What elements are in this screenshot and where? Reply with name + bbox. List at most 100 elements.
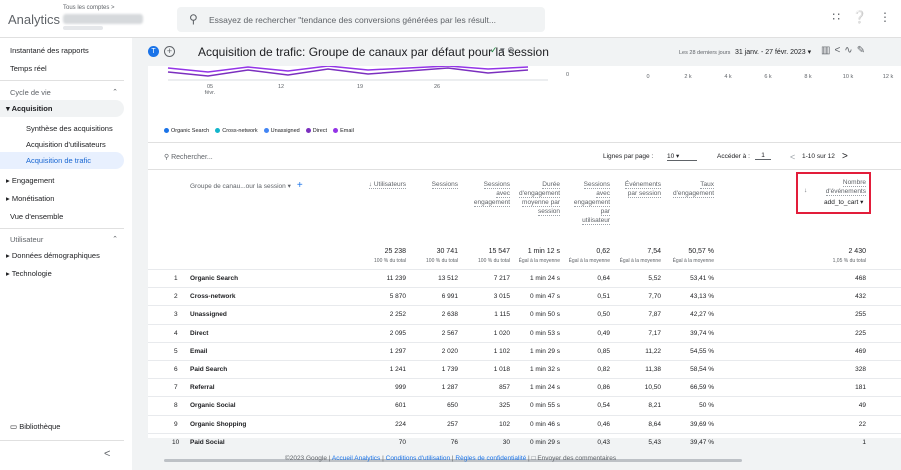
cell-value: 650 <box>447 402 458 410</box>
footer-link-terms[interactable]: Conditions d'utilisation <box>385 455 451 462</box>
chevron-up-icon[interactable]: ⌃ <box>112 89 118 96</box>
rows-per-page-select[interactable]: 10 ▾ <box>667 152 697 161</box>
comparison-badge[interactable]: T <box>148 46 159 57</box>
sidebar-section-lifecycle[interactable]: Cycle de vie <box>10 88 51 97</box>
table-row[interactable]: 2 Cross-network 5 870 6 991 3 015 0 min 47 s 0… <box>148 287 901 305</box>
chevron-down-icon[interactable]: ▾ <box>500 45 505 55</box>
sidebar-item-monetization[interactable]: ▸ Monétisation <box>6 194 55 203</box>
sidebar-item-snapshot[interactable]: Instantané des rapports <box>10 46 89 55</box>
edit-icon[interactable]: ✎ <box>856 45 870 56</box>
table-row[interactable]: 4 Direct 2 095 2 567 1 020 0 min 53 s 0,49 7,17… <box>148 323 901 342</box>
cell-value: 1 min 32 s <box>530 366 560 373</box>
table-row[interactable]: 10 Paid Social 70 76 30 0 min 29 s 0,43 5,43 39,… <box>148 432 901 451</box>
cell-value: 13 512 <box>438 275 458 282</box>
row-dimension[interactable]: Organic Shopping <box>190 420 247 428</box>
sidebar-item-acquisition[interactable]: ▾ Acquisition <box>6 104 53 113</box>
apps-grid-icon[interactable]: ∷ <box>832 10 841 24</box>
row-dimension[interactable]: Unassigned <box>190 311 227 319</box>
cell-value: 224 <box>395 420 406 428</box>
add-comparison-icon[interactable]: + <box>164 46 175 57</box>
sidebar-item-library[interactable]: ▭ Bibliothèque <box>10 422 61 431</box>
sidebar-item-traffic-acquisition[interactable]: Acquisition de trafic <box>26 156 92 165</box>
chevron-up-icon[interactable]: ⌃ <box>112 236 118 243</box>
table-row[interactable]: 1 Organic Search 11 239 13 512 7 217 1 min 24… <box>148 269 901 287</box>
cell-value: 7,70 <box>648 293 661 301</box>
cell-value: 0,49 <box>597 329 610 337</box>
table-search-input[interactable]: ⚲ Rechercher... <box>164 154 213 161</box>
table-row[interactable]: 8 Organic Social 601 650 325 0 min 55 s 0,54 8,… <box>148 396 901 414</box>
sidebar-item-technology[interactable]: ▸ Technologie <box>6 269 52 278</box>
sidebar-item-acq-overview[interactable]: Synthèse des acquisitions <box>26 124 113 133</box>
x-tick-label: 8 k <box>804 74 812 80</box>
horizontal-scrollbar[interactable] <box>164 459 742 462</box>
column-header[interactable]: ↓ Utilisateurs <box>368 181 406 189</box>
cell-value: 1 102 <box>493 347 510 355</box>
row-dimension[interactable]: Email <box>190 347 208 355</box>
table-row[interactable]: 5 Email 1 297 2 020 1 102 1 min 29 s 0,85 11,22… <box>148 341 901 360</box>
account-breadcrumb[interactable]: Tous les comptes > <box>63 5 115 11</box>
sidebar-item-overview[interactable]: Vue d'ensemble <box>10 212 64 221</box>
collapse-nav-icon[interactable]: < <box>104 448 111 460</box>
total-value: 15 547 <box>488 248 510 255</box>
insights-icon[interactable]: ∿ <box>844 45 857 56</box>
sidebar-item-demographics[interactable]: ▸ Données démographiques <box>6 251 100 260</box>
feedback-icon[interactable]: □ <box>531 455 536 462</box>
table-row[interactable]: 7 Referral 999 1 287 857 1 min 24 s 0,86 10,50 6… <box>148 378 901 396</box>
row-dimension[interactable]: Organic Social <box>190 402 236 410</box>
column-header[interactable]: Sessions avec engagement <box>473 181 510 207</box>
footer-feedback[interactable]: Envoyer des commentaires <box>537 455 617 462</box>
add-circle-icon[interactable]: ⊕ <box>507 45 515 55</box>
cell-value: 49 <box>858 402 866 410</box>
table-row[interactable]: 3 Unassigned 2 252 2 638 1 115 0 min 50 s 0,50… <box>148 305 901 323</box>
legend-item[interactable]: Email <box>333 128 354 134</box>
y-tick-label: 0 <box>566 72 569 78</box>
legend-item[interactable]: Cross-network <box>215 128 258 134</box>
row-dimension[interactable]: Referral <box>190 384 215 392</box>
total-value: 0,62 <box>596 248 610 255</box>
dimension-header[interactable]: Groupe de canau...our la session ▾ + <box>190 180 303 191</box>
cell-value: 1 241 <box>389 366 406 373</box>
table-row[interactable]: 6 Paid Search 1 241 1 739 1 018 1 min 32 s 0,8… <box>148 360 901 378</box>
next-page-icon[interactable]: > <box>842 151 848 162</box>
row-dimension[interactable]: Cross-network <box>190 293 236 301</box>
legend-item[interactable]: Direct <box>305 128 327 134</box>
column-header[interactable]: Événements par session <box>624 181 661 198</box>
row-dimension[interactable]: Paid Social <box>190 438 225 446</box>
sidebar-item-realtime[interactable]: Temps réel <box>10 64 47 73</box>
prev-page-icon[interactable]: < <box>790 152 796 162</box>
date-range-picker[interactable]: 31 janv. - 27 févr. 2023 ▾ <box>735 49 812 56</box>
search-placeholder: Essayez de rechercher "tendance des conv… <box>209 15 496 25</box>
footer-link-home[interactable]: Accueil Analytics <box>331 455 381 462</box>
legend-item[interactable]: Organic Search <box>164 128 209 134</box>
table-row[interactable]: 9 Organic Shopping 224 257 102 0 min 46 s 0,46… <box>148 414 901 433</box>
sidebar-item-engagement[interactable]: ▸ Engagement <box>6 176 55 185</box>
help-icon[interactable]: ❔ <box>852 10 867 24</box>
page-range: 1-10 sur 12 <box>802 153 835 160</box>
add-dimension-icon[interactable]: + <box>296 180 303 191</box>
sort-arrow-icon[interactable]: ↓ <box>804 187 808 194</box>
footer-link-privacy[interactable]: Règles de confidentialité <box>455 455 527 462</box>
more-vert-icon[interactable]: ⋮ <box>879 10 891 24</box>
column-header[interactable]: Sessions avec engagement par utilisateur <box>573 181 610 225</box>
total-subtext: Égal à la moyenne <box>619 258 661 264</box>
column-header[interactable]: Nombre d'événements <box>825 179 866 196</box>
row-dimension[interactable]: Organic Search <box>190 275 239 282</box>
column-header[interactable]: Durée d'engagement moyenne par session <box>519 181 560 216</box>
goto-input[interactable]: 1 <box>755 152 771 160</box>
row-dimension[interactable]: Paid Search <box>190 366 228 373</box>
title-status-icons[interactable]: ✓ ▾ ⊕ <box>490 45 515 56</box>
row-dimension[interactable]: Direct <box>190 329 209 337</box>
global-search-bar[interactable]: ⚲ Essayez de rechercher "tendance des co… <box>177 7 545 32</box>
bar-chart-x-ticks: 0 2 k 4 k 6 k 8 k 10 k 12 k <box>646 74 893 80</box>
sidebar-item-user-acquisition[interactable]: Acquisition d'utilisateurs <box>26 140 106 149</box>
share-icon[interactable]: < <box>834 45 845 56</box>
account-name-redacted[interactable] <box>63 14 143 24</box>
column-header[interactable]: Taux d'engagement <box>673 181 714 198</box>
legend-item[interactable]: Unassigned <box>263 128 300 134</box>
column-header[interactable]: Sessions <box>431 181 458 189</box>
cell-value: 7 217 <box>493 275 510 282</box>
customize-report-icon[interactable]: ▥ <box>821 45 835 56</box>
sidebar-section-user[interactable]: Utilisateur <box>10 235 44 244</box>
app-brand[interactable]: Analytics <box>8 12 61 27</box>
event-metric-select[interactable]: add_to_cart ▾ <box>824 199 864 206</box>
